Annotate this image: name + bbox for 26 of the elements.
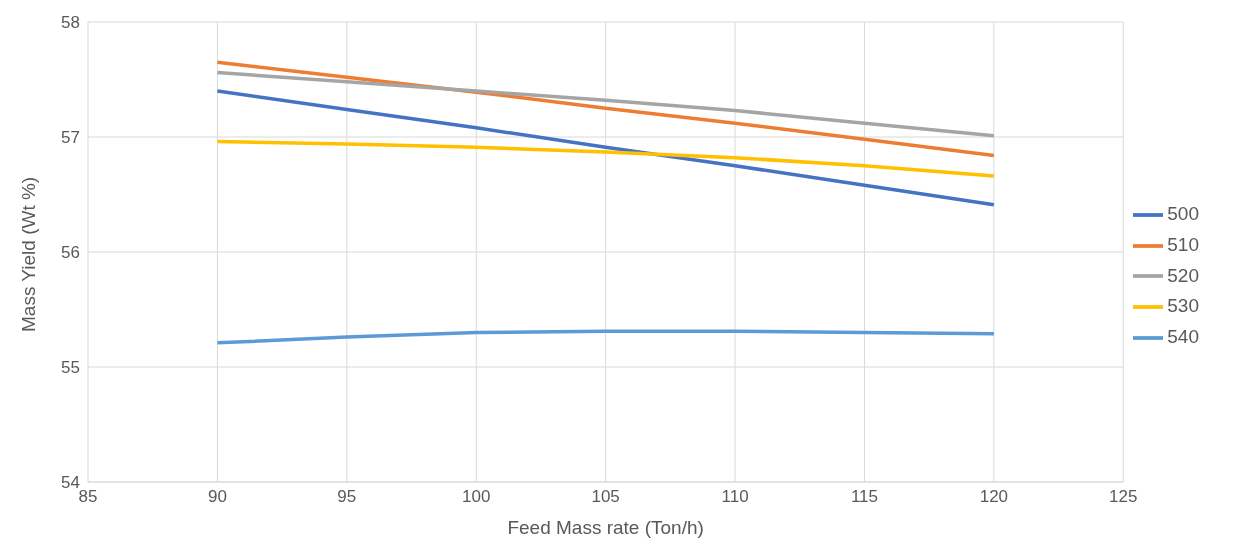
line-series [215, 60, 996, 158]
legend-label: 520 [1167, 264, 1199, 286]
x-tick-label: 125 [1109, 487, 1138, 507]
y-tick-label: 55 [61, 358, 80, 378]
line-series [215, 329, 996, 345]
legend-label: 530 [1167, 295, 1199, 317]
legend-label: 540 [1167, 326, 1199, 348]
legend-label: 510 [1167, 233, 1199, 255]
y-tick-label: 54 [61, 473, 80, 493]
x-tick-label: 105 [591, 487, 620, 507]
x-tick-label: 90 [207, 487, 227, 507]
x-axis-title: Feed Mass rate (Ton/h) [507, 517, 704, 538]
y-tick-label: 57 [61, 128, 80, 148]
x-tick-label: 100 [462, 487, 491, 507]
x-tick-label: 110 [721, 487, 749, 507]
line-series [215, 139, 996, 178]
line-series [215, 70, 996, 138]
x-tick-label: 95 [337, 487, 357, 507]
line-series [215, 89, 996, 207]
y-tick-label: 58 [61, 13, 80, 33]
legend-label: 500 [1167, 202, 1199, 224]
y-axis-title: Mass Yield (Wt %) [17, 176, 39, 332]
y-tick-label: 56 [61, 243, 80, 263]
x-tick-label: 120 [979, 487, 1009, 507]
x-tick-label: 115 [850, 487, 879, 507]
x-tick-label: 85 [78, 487, 98, 507]
